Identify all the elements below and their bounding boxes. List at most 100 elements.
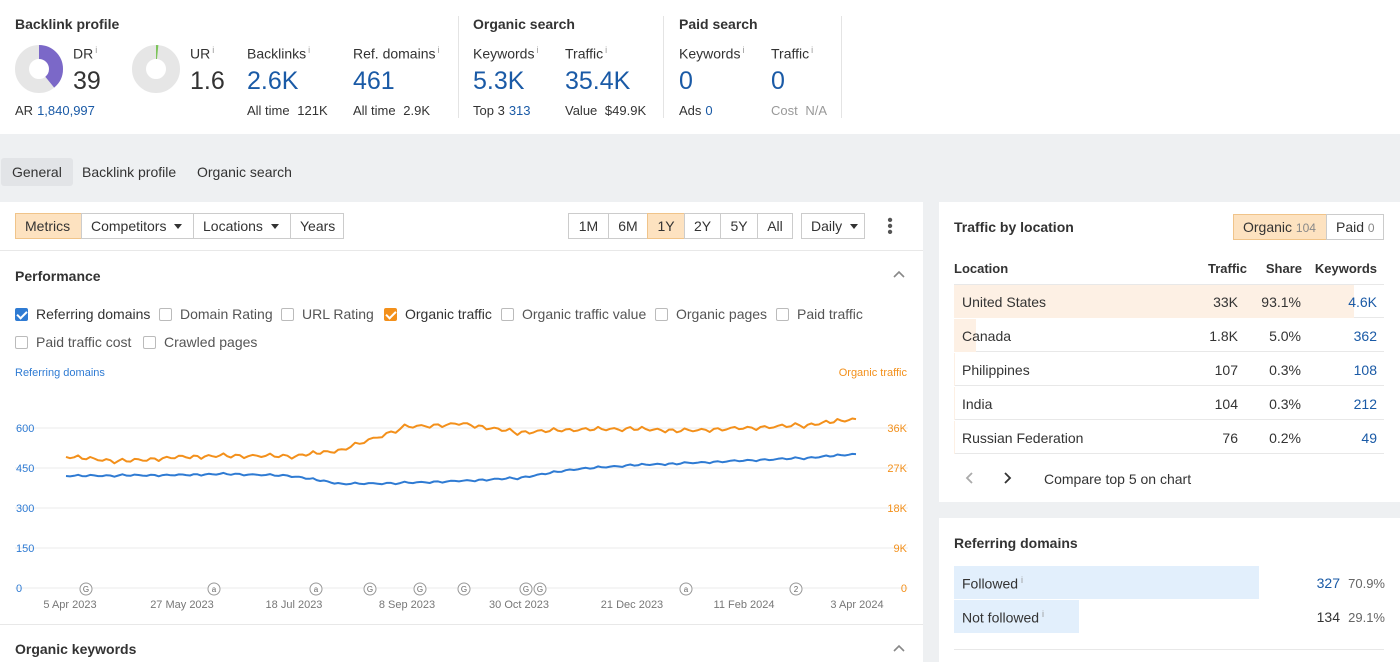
referring-domains-title: Referring domains <box>954 535 1078 551</box>
ref-domains-all-time: All time 2.9K <box>353 103 430 118</box>
x-tick-label: 21 Dec 2023 <box>601 599 663 611</box>
x-tick-label: 3 Apr 2024 <box>830 599 883 611</box>
checkbox-referring-domains[interactable]: Referring domains <box>15 306 150 324</box>
referring-domains-count: 134 <box>1316 609 1340 625</box>
checkbox-domain-rating[interactable]: Domain Rating <box>159 306 273 324</box>
competitors-dropdown[interactable]: Competitors <box>81 213 194 239</box>
checkbox-crawled-pages[interactable]: Crawled pages <box>143 334 257 352</box>
backlinks-value[interactable]: 2.6K <box>247 67 299 95</box>
annotation-marker <box>413 582 427 596</box>
paid-ads: Ads 0 <box>679 103 713 118</box>
annotation-marker <box>533 582 547 596</box>
organic-traffic-line <box>65 417 857 465</box>
location-keywords[interactable]: 212 <box>1353 396 1377 412</box>
paid-keywords-value[interactable]: 0 <box>679 67 693 95</box>
performance-chart[interactable]: 0 0 150 9K 300 18K 450 27K 600 36K 5 Apr 2023 27 Ma… <box>0 380 923 616</box>
referring-domains-type-label: Not followed i <box>962 609 1045 626</box>
location-keywords[interactable]: 4.6K <box>1348 294 1377 310</box>
checkbox-organic-pages[interactable]: Organic pages <box>655 306 767 324</box>
info-icon[interactable]: i <box>536 45 539 55</box>
tab-organic-search[interactable]: Organic search <box>197 164 292 180</box>
more-options-icon[interactable]: • • • <box>887 212 893 241</box>
info-icon[interactable]: i <box>1042 609 1045 619</box>
location-keywords[interactable]: 49 <box>1361 430 1377 446</box>
annotation-marker <box>679 582 693 596</box>
chevron-right-icon[interactable] <box>1002 472 1012 484</box>
x-tick-label: 27 May 2023 <box>150 599 214 611</box>
range-1m-button[interactable]: 1M <box>568 213 609 239</box>
range-2y-button[interactable]: 2Y <box>684 213 721 239</box>
organic-toggle-button[interactable]: Organic 104 <box>1233 214 1327 240</box>
annotation-marker-label: G <box>461 585 467 594</box>
ar-value[interactable]: 1,840,997 <box>37 103 95 118</box>
divider <box>0 250 923 251</box>
organic-traffic-value-row: Value $49.9K <box>565 103 647 118</box>
ur-donut-chart <box>132 45 180 93</box>
checkbox-paid-traffic-cost[interactable]: Paid traffic cost <box>15 334 131 352</box>
range-all-button[interactable]: All <box>757 213 793 239</box>
col-location[interactable]: Location <box>954 261 1009 276</box>
col-share[interactable]: Share <box>1265 261 1302 276</box>
traffic-by-location-title: Traffic by location <box>954 219 1074 235</box>
info-icon[interactable]: i <box>811 45 814 55</box>
annotation-marker <box>789 582 803 596</box>
ar-row: AR 1,840,997 <box>15 103 95 118</box>
checkbox-url-rating[interactable]: URL Rating <box>281 306 374 324</box>
info-icon[interactable]: i <box>742 45 745 55</box>
annotation-marker <box>207 582 221 596</box>
location-keywords[interactable]: 108 <box>1353 362 1377 378</box>
chevron-down-icon <box>174 224 183 229</box>
range-6m-button[interactable]: 6M <box>608 213 648 239</box>
paid-toggle-button[interactable]: Paid 0 <box>1326 214 1384 240</box>
range-1y-button[interactable]: 1Y <box>647 213 685 239</box>
info-icon[interactable]: i <box>1021 575 1024 585</box>
organic-traffic-value[interactable]: 35.4K <box>565 67 631 95</box>
organic-keywords-label: Keywords i <box>473 45 539 62</box>
compare-top5-button[interactable]: Compare top 5 on chart <box>1044 471 1192 487</box>
location-row[interactable]: Russian Federation 76 0.2% 49 <box>954 421 1384 454</box>
col-traffic[interactable]: Traffic <box>1207 261 1247 276</box>
metrics-button[interactable]: Metrics <box>15 213 82 239</box>
checkbox-organic-traffic[interactable]: Organic traffic <box>384 306 492 324</box>
locations-dropdown[interactable]: Locations <box>193 213 291 239</box>
location-traffic: 1.8K <box>1209 328 1238 344</box>
ur-value: 1.6 <box>190 67 225 95</box>
right-tick-label: 18K <box>887 503 907 515</box>
range-5y-button[interactable]: 5Y <box>720 213 758 239</box>
checkbox-organic-traffic-value[interactable]: Organic traffic value <box>501 306 646 324</box>
collapse-chevron-icon[interactable] <box>892 643 906 653</box>
location-row[interactable]: India 104 0.3% 212 <box>954 387 1384 420</box>
chevron-down-icon <box>270 224 279 229</box>
info-icon[interactable]: i <box>212 45 215 55</box>
chevron-left-icon[interactable] <box>965 472 975 484</box>
location-name: Canada <box>962 328 1012 344</box>
paid-traffic-value[interactable]: 0 <box>771 67 785 95</box>
info-icon[interactable]: i <box>437 45 440 55</box>
info-icon[interactable]: i <box>605 45 608 55</box>
organic-keywords-title: Organic keywords <box>15 641 137 657</box>
annotation-marker <box>79 582 93 596</box>
tab-backlink-profile[interactable]: Backlink profile <box>82 164 177 180</box>
location-row[interactable]: Philippines 107 0.3% 108 <box>954 353 1384 386</box>
info-icon[interactable]: i <box>308 45 311 55</box>
paid-traffic-label: Traffic i <box>771 45 814 62</box>
right-tick-label: 36K <box>887 423 907 435</box>
dr-value: 39 <box>73 67 101 95</box>
ref-domains-value[interactable]: 461 <box>353 67 395 95</box>
annotation-marker-label: G <box>367 585 373 594</box>
years-button[interactable]: Years <box>290 213 344 239</box>
location-keywords[interactable]: 362 <box>1353 328 1377 344</box>
tab-general[interactable]: General <box>1 158 73 186</box>
info-icon[interactable]: i <box>95 45 98 55</box>
organic-keywords-value[interactable]: 5.3K <box>473 67 525 95</box>
location-name: India <box>962 396 993 412</box>
col-keywords[interactable]: Keywords <box>1314 261 1377 276</box>
location-traffic: 107 <box>1214 362 1238 378</box>
checkbox-paid-traffic[interactable]: Paid traffic <box>776 306 863 324</box>
referring-domains-count[interactable]: 327 <box>1316 575 1340 591</box>
location-row[interactable]: Canada 1.8K 5.0% 362 <box>954 319 1384 352</box>
collapse-chevron-icon[interactable] <box>892 269 906 279</box>
annotation-marker-label: a <box>212 585 217 594</box>
interval-dropdown[interactable]: Daily <box>801 213 865 239</box>
location-row[interactable]: United States 33K 93.1% 4.6K <box>954 285 1384 318</box>
